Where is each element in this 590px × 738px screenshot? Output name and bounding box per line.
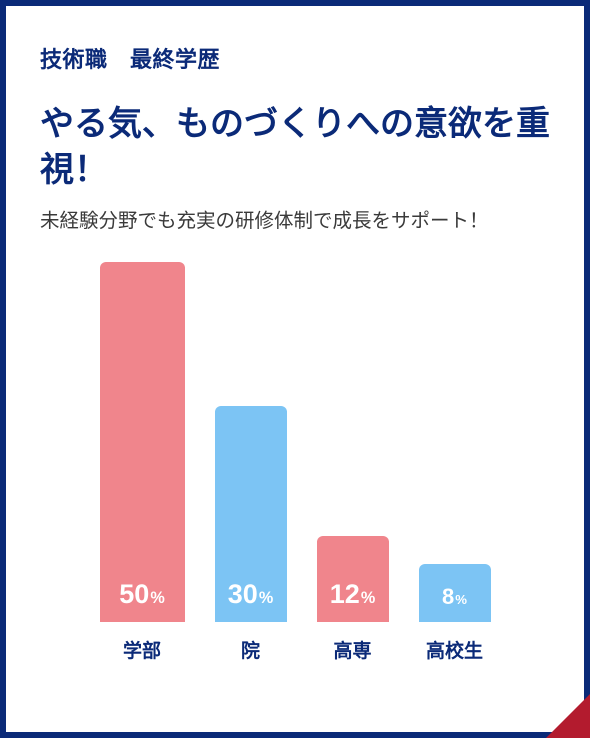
bar-value-number: 50 [119,581,149,608]
bar-label: 学部 [123,636,161,663]
bar-label: 院 [241,636,260,663]
headline: やる気、ものづくりへの意欲を重視！ [40,102,550,194]
bar: 12% [317,536,389,622]
percent-suffix: % [455,593,467,606]
bar-chart: 50% 学部 30% 院 12% 高専 8% 高校生 [40,263,550,663]
percent-suffix: % [150,590,164,606]
percent-suffix: % [361,590,375,606]
bar: 30% [215,406,287,622]
bar-col: 12% 高専 [317,536,389,663]
corner-accent [546,694,590,738]
bar-value: 12% [330,581,375,608]
bar-value: 8% [442,586,467,608]
bar-col: 50% 学部 [100,262,185,663]
bar-value-number: 8 [442,586,454,608]
bar: 8% [419,564,491,622]
bar-label: 高専 [333,636,371,663]
category-label: 技術職 最終学歴 [40,42,550,74]
bar: 50% [100,262,185,622]
bar-value: 30% [228,581,273,608]
bar-label: 高校生 [426,636,483,663]
subtext: 未経験分野でも充実の研修体制で成長をサポート！ [40,204,550,233]
bar-value-number: 12 [330,581,360,608]
bar-col: 30% 院 [215,406,287,663]
bar-value-number: 30 [228,581,258,608]
bar-value: 50% [119,581,164,608]
chart-card: 技術職 最終学歴 やる気、ものづくりへの意欲を重視！ 未経験分野でも充実の研修体… [0,0,590,738]
percent-suffix: % [259,590,273,606]
bar-col: 8% 高校生 [419,564,491,663]
